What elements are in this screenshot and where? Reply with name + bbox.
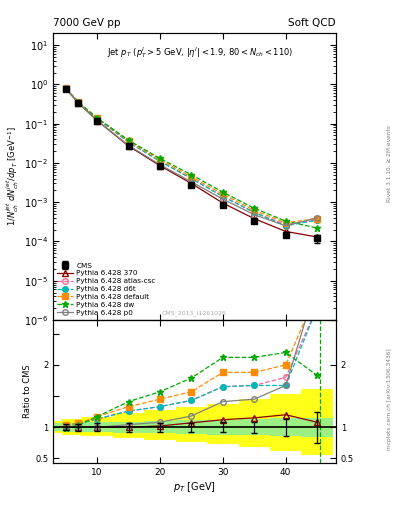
- X-axis label: $p_T$ [GeV]: $p_T$ [GeV]: [173, 480, 216, 494]
- Pythia 6.428 dw: [76, 99, 81, 105]
- Pythia 6.428 default: [95, 115, 99, 121]
- Text: 7000 GeV pp: 7000 GeV pp: [53, 18, 121, 28]
- Y-axis label: $1/N_{ch}^{jet}$ $dN_{ch}^{jet}/dp_T$ $[\mathrm{GeV}^{-1}]$: $1/N_{ch}^{jet}$ $dN_{ch}^{jet}/dp_T$ $[…: [5, 127, 21, 226]
- Pythia 6.428 atlas-csc: [158, 158, 162, 164]
- Pythia 6.428 d6t: [158, 158, 162, 164]
- Pythia 6.428 p0: [220, 196, 225, 202]
- Pythia 6.428 dw: [95, 115, 99, 121]
- Pythia 6.428 dw: [158, 155, 162, 161]
- Text: CMS_2013_I1261026: CMS_2013_I1261026: [162, 310, 227, 316]
- Text: Soft QCD: Soft QCD: [288, 18, 336, 28]
- Line: Pythia 6.428 p0: Pythia 6.428 p0: [63, 86, 320, 228]
- Pythia 6.428 370: [189, 180, 194, 186]
- Pythia 6.428 370: [63, 86, 68, 92]
- Pythia 6.428 atlas-csc: [189, 176, 194, 182]
- Pythia 6.428 dw: [252, 205, 257, 211]
- Pythia 6.428 default: [158, 157, 162, 163]
- Pythia 6.428 atlas-csc: [126, 139, 131, 145]
- Pythia 6.428 d6t: [252, 209, 257, 216]
- Pythia 6.428 p0: [252, 211, 257, 218]
- Pythia 6.428 370: [220, 200, 225, 206]
- Pythia 6.428 dw: [283, 218, 288, 224]
- Line: Pythia 6.428 atlas-csc: Pythia 6.428 atlas-csc: [63, 86, 320, 227]
- Pythia 6.428 p0: [283, 223, 288, 229]
- Pythia 6.428 370: [95, 117, 99, 123]
- Pythia 6.428 d6t: [95, 115, 99, 121]
- Pythia 6.428 default: [189, 174, 194, 180]
- Pythia 6.428 atlas-csc: [315, 217, 320, 223]
- Pythia 6.428 atlas-csc: [95, 115, 99, 121]
- Pythia 6.428 atlas-csc: [76, 99, 81, 105]
- Pythia 6.428 p0: [189, 179, 194, 185]
- Pythia 6.428 370: [126, 143, 131, 149]
- Pythia 6.428 d6t: [63, 85, 68, 91]
- Pythia 6.428 dw: [220, 189, 225, 195]
- Pythia 6.428 default: [76, 99, 81, 105]
- Pythia 6.428 atlas-csc: [63, 85, 68, 91]
- Pythia 6.428 370: [76, 100, 81, 106]
- Pythia 6.428 default: [252, 207, 257, 214]
- Text: Rivet 3.1.10, ≥ 2M events: Rivet 3.1.10, ≥ 2M events: [387, 125, 392, 202]
- Line: Pythia 6.428 370: Pythia 6.428 370: [63, 86, 320, 240]
- Pythia 6.428 d6t: [315, 217, 320, 223]
- Pythia 6.428 default: [315, 216, 320, 222]
- Legend: CMS, Pythia 6.428 370, Pythia 6.428 atlas-csc, Pythia 6.428 d6t, Pythia 6.428 de: CMS, Pythia 6.428 370, Pythia 6.428 atla…: [56, 261, 157, 317]
- Text: mcplots.cern.ch [arXiv:1306.3436]: mcplots.cern.ch [arXiv:1306.3436]: [387, 349, 392, 450]
- Pythia 6.428 d6t: [189, 176, 194, 182]
- Pythia 6.428 default: [63, 85, 68, 91]
- Pythia 6.428 dw: [315, 225, 320, 231]
- Pythia 6.428 d6t: [220, 194, 225, 200]
- Line: Pythia 6.428 d6t: Pythia 6.428 d6t: [63, 86, 320, 228]
- Pythia 6.428 dw: [189, 172, 194, 178]
- Pythia 6.428 d6t: [126, 139, 131, 145]
- Pythia 6.428 dw: [126, 137, 131, 143]
- Text: Jet $p_T$ ($p_T^l$$>$5 GeV, $|\eta^l|$$<$1.9, 80$<N_{ch}<$110): Jet $p_T$ ($p_T^l$$>$5 GeV, $|\eta^l|$$<…: [107, 45, 294, 60]
- Pythia 6.428 dw: [63, 86, 68, 92]
- Pythia 6.428 atlas-csc: [283, 222, 288, 228]
- Y-axis label: Ratio to CMS: Ratio to CMS: [23, 365, 32, 418]
- Line: Pythia 6.428 dw: Pythia 6.428 dw: [62, 86, 321, 231]
- Pythia 6.428 p0: [126, 142, 131, 148]
- Line: Pythia 6.428 default: Pythia 6.428 default: [63, 86, 320, 225]
- Pythia 6.428 default: [220, 191, 225, 197]
- Pythia 6.428 atlas-csc: [252, 209, 257, 216]
- Pythia 6.428 default: [283, 220, 288, 226]
- Pythia 6.428 default: [126, 138, 131, 144]
- Pythia 6.428 d6t: [283, 223, 288, 229]
- Pythia 6.428 p0: [95, 117, 99, 123]
- Pythia 6.428 d6t: [76, 99, 81, 105]
- Pythia 6.428 370: [252, 216, 257, 222]
- Pythia 6.428 370: [158, 163, 162, 169]
- Pythia 6.428 atlas-csc: [220, 194, 225, 200]
- Pythia 6.428 p0: [158, 162, 162, 168]
- Pythia 6.428 370: [283, 228, 288, 234]
- Pythia 6.428 p0: [315, 215, 320, 221]
- Pythia 6.428 p0: [76, 100, 81, 106]
- Pythia 6.428 370: [315, 234, 320, 240]
- Pythia 6.428 p0: [63, 86, 68, 92]
